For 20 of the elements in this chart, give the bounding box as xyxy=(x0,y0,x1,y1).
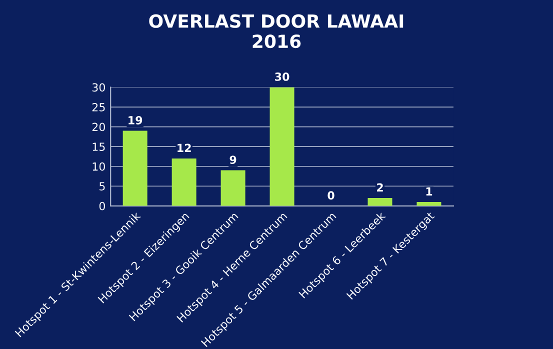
chart-title: OVERLAST DOOR LAWAAI 2016 xyxy=(149,14,404,48)
data-label: 0 xyxy=(328,191,334,200)
data-label: 2 xyxy=(377,183,383,192)
y-tick-label: 5 xyxy=(100,182,105,191)
data-label: 12 xyxy=(178,144,191,152)
data-label: 1 xyxy=(426,187,432,196)
y-tick-label: 15 xyxy=(92,142,105,151)
y-tick-label: 0 xyxy=(99,202,105,210)
bar xyxy=(270,87,294,206)
y-tick-label: 20 xyxy=(92,122,105,132)
y-tick-label: 25 xyxy=(92,103,105,112)
bar xyxy=(368,198,392,206)
data-label: 30 xyxy=(275,72,290,81)
y-tick-label: 30 xyxy=(92,83,105,92)
bar xyxy=(172,158,196,206)
bar xyxy=(220,170,246,206)
data-label: 19 xyxy=(128,116,142,124)
data-label: 9 xyxy=(230,156,236,164)
bar xyxy=(122,130,148,206)
y-tick-label: 10 xyxy=(92,162,105,171)
